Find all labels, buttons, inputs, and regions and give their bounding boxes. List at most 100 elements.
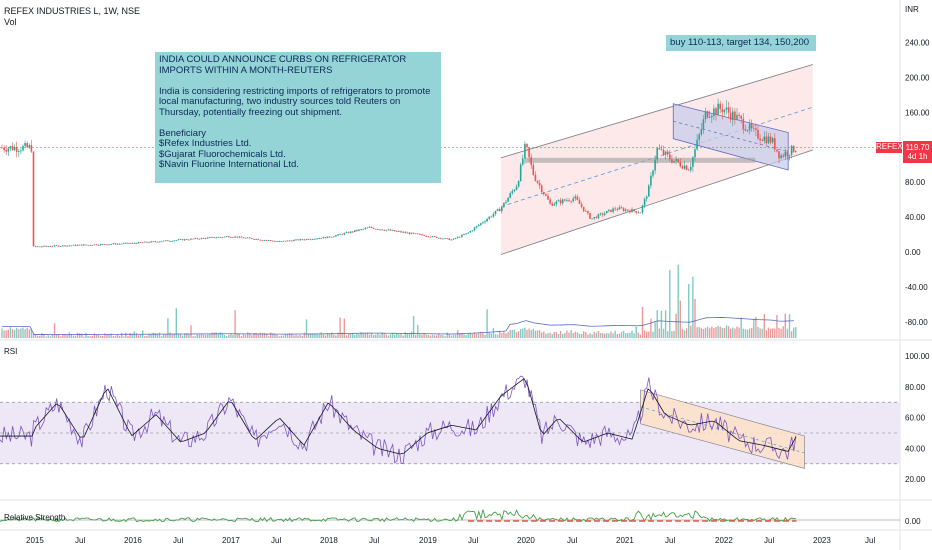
candle-body — [272, 240, 274, 242]
candle-body — [13, 147, 16, 151]
candle-body — [488, 216, 490, 219]
candle-body — [106, 244, 108, 246]
volume-bar — [459, 333, 461, 338]
candle-body — [721, 108, 724, 113]
volume-bar — [574, 331, 576, 338]
trade-plan-annotation[interactable]: buy 110-113, target 134, 150,200 — [666, 35, 816, 51]
candle-body — [148, 242, 150, 244]
candle-body — [746, 130, 749, 132]
candle-body — [41, 246, 43, 248]
candle-body — [440, 237, 442, 239]
volume-bar — [404, 332, 406, 338]
volume-bar — [179, 333, 182, 338]
volume-label: Vol — [4, 17, 17, 27]
volume-bar — [583, 331, 585, 338]
volume-bar — [625, 333, 627, 338]
volume-bar — [114, 335, 117, 338]
volume-bar — [410, 331, 413, 338]
volume-bar — [530, 330, 532, 338]
volume-bar — [305, 319, 308, 338]
volume-bar — [181, 335, 184, 338]
candle-body — [341, 234, 343, 236]
candle-body — [421, 234, 423, 236]
volume-bar — [541, 332, 543, 338]
candle-body — [622, 208, 625, 211]
candle-body — [120, 243, 123, 245]
news-annotation[interactable]: INDIA COULD ANNOUNCE CURBS ON REFRIGERAT… — [155, 52, 441, 183]
candle-body — [645, 196, 648, 199]
candle-body — [366, 227, 369, 229]
candle-body — [757, 129, 759, 139]
volume-bar — [62, 334, 64, 338]
candle-body — [99, 244, 102, 246]
volume-bar — [501, 333, 503, 338]
volume-bar — [188, 333, 190, 338]
candle-body — [39, 246, 41, 248]
candle-body — [570, 201, 572, 202]
volume-bar — [16, 327, 18, 338]
candle-body — [81, 244, 83, 246]
volume-bar — [261, 333, 264, 338]
candle-body — [675, 159, 677, 161]
volume-bar — [171, 334, 173, 338]
volume-bar — [364, 333, 366, 338]
volume-bar — [520, 329, 522, 338]
volume-bar — [312, 334, 314, 338]
volume-bar — [366, 332, 369, 338]
candle-body — [1, 147, 3, 149]
volume-bar — [732, 327, 734, 338]
candle-body — [608, 209, 610, 211]
volume-bar — [310, 333, 312, 338]
volume-bar — [139, 334, 142, 338]
candle-body — [345, 232, 348, 234]
volume-bar — [341, 332, 343, 338]
volume-bar — [202, 334, 205, 338]
volume-bar — [368, 334, 371, 338]
candle-body — [379, 229, 381, 231]
volume-bar — [112, 336, 114, 338]
volume-bar — [730, 328, 732, 338]
volume-bar — [93, 333, 96, 338]
volume-bar — [173, 334, 175, 338]
candle-body — [408, 232, 411, 234]
volume-bar — [551, 334, 553, 338]
candle-body — [536, 180, 539, 183]
volume-bar — [347, 333, 350, 338]
candle-body — [177, 239, 180, 241]
candle-body — [110, 244, 112, 245]
candle-body — [459, 236, 461, 238]
candle-body — [18, 151, 20, 152]
volume-bar — [356, 333, 358, 338]
volume-bar — [606, 333, 608, 338]
volume-bar — [265, 334, 268, 338]
candle-body — [595, 216, 598, 219]
candle-body — [188, 239, 190, 241]
rsi-tick-label: 80.00 — [905, 383, 926, 392]
candle-body — [9, 146, 12, 149]
volume-bar — [131, 333, 133, 338]
candle-body — [309, 239, 312, 241]
time-axis-label: 2016 — [124, 536, 142, 545]
volume-bar — [81, 333, 83, 338]
volume-bar — [576, 332, 579, 338]
candle-body — [509, 193, 511, 198]
candle-body — [183, 239, 186, 241]
volume-bar — [421, 334, 423, 338]
candle-body — [221, 237, 224, 238]
candle-body — [368, 226, 371, 228]
candle-body — [450, 239, 453, 241]
volume-bar — [564, 332, 566, 338]
volume-bar — [419, 333, 421, 338]
volume-bar — [240, 335, 243, 338]
volume-bar — [238, 333, 240, 338]
volume-bar — [438, 333, 440, 338]
candle-body — [24, 143, 26, 147]
volume-bar — [53, 323, 56, 338]
volume-bar — [677, 264, 679, 338]
volume-bar — [198, 334, 201, 338]
volume-bar — [60, 336, 62, 338]
candle-body — [209, 237, 211, 239]
volume-bar — [268, 336, 270, 338]
candle-body — [610, 209, 612, 212]
